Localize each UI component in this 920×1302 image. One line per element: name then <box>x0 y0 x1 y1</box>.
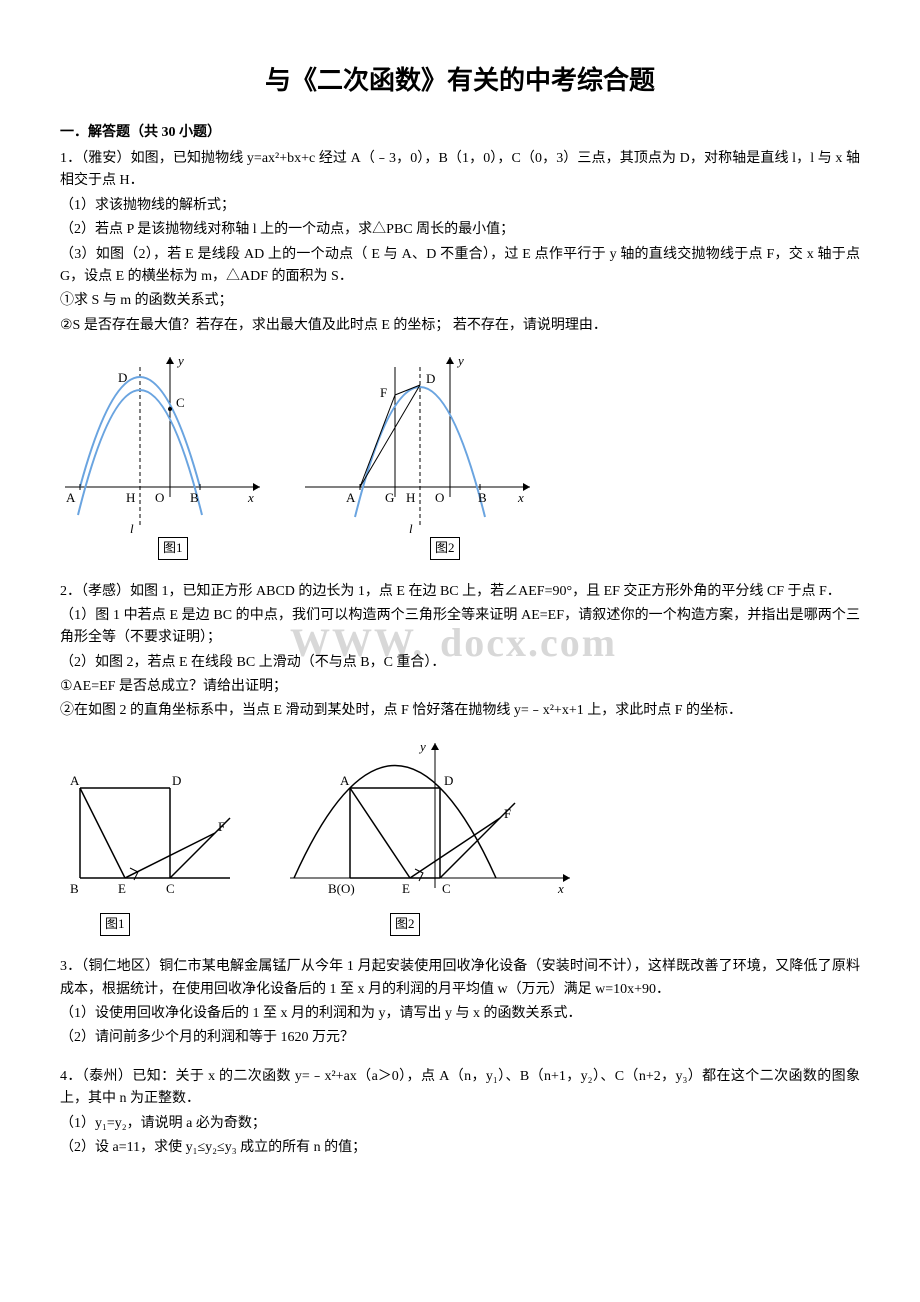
q2f1-F: F <box>218 819 225 834</box>
q2f2-D: D <box>444 773 453 788</box>
q1f2-y: y <box>456 353 464 368</box>
q2f2-caption: 图2 <box>390 913 420 936</box>
q1f1-B: B <box>190 490 199 505</box>
q1f2-x: x <box>517 490 524 505</box>
q4-part1: （1）y₁=y₂，请说明 a 必为奇数； <box>60 1113 860 1135</box>
section-header: 一．解答题（共 30 小题） <box>60 122 860 144</box>
q2-part4: ②在如图 2 的直角坐标系中，当点 E 滑动到某处时，点 F 恰好落在抛物线 y… <box>60 700 860 722</box>
q1-figure2: A G H O B x y D F l 图2 <box>300 347 540 560</box>
q2f2-x: x <box>557 881 564 896</box>
q2f1-C: C <box>166 881 175 896</box>
q4-part2: （2）设 a=11，求使 y₁≤y₂≤y₃ 成立的所有 n 的值； <box>60 1137 860 1159</box>
q1-part3: （3）如图（2），若 E 是线段 AD 上的一个动点（ E 与 A、D 不重合）… <box>60 244 860 289</box>
q1f2-A: A <box>346 490 356 505</box>
q1f1-C: C <box>176 395 185 410</box>
q2-part3: ①AE=EF 是否总成立？请给出证明； <box>60 676 860 698</box>
q1f1-l: l <box>130 521 134 536</box>
q1-figure1: A H O B x y C D l 图1 <box>60 347 270 560</box>
q1f1-H: H <box>126 490 135 505</box>
q1-lead: 1．（雅安）如图，已知抛物线 y=ax²+bx+c 经过 A（﹣3，0），B（1… <box>60 148 860 193</box>
q1-part4: ①求 S 与 m 的函数关系式； <box>60 290 860 312</box>
q1-part1: （1）求该抛物线的解析式； <box>60 195 860 217</box>
q2f2-BO: B(O) <box>328 881 355 896</box>
q2f2-y: y <box>418 739 426 754</box>
q1f2-O: O <box>435 490 444 505</box>
page-title: 与《二次函数》有关的中考综合题 <box>60 60 860 102</box>
q2-figure2: A D B(O) C E F x y 图2 <box>280 733 580 936</box>
q1f1-x: x <box>247 490 254 505</box>
q2-part1: （1）图 1 中若点 E 是边 BC 的中点，我们可以构造两个三角形全等来证明 … <box>60 605 860 650</box>
q2f1-D: D <box>172 773 181 788</box>
q1-part2: （2）若点 P 是该抛物线对称轴 l 上的一个动点，求△PBC 周长的最小值； <box>60 219 860 241</box>
q1-figures: A H O B x y C D l 图1 <box>60 347 860 560</box>
q3-part2: （2）请问前多少个月的利润和等于 1620 万元？ <box>60 1027 860 1049</box>
q1f1-A: A <box>66 490 76 505</box>
q2f1-B: B <box>70 881 79 896</box>
q2f2-A: A <box>340 773 350 788</box>
q4-lead: 4．（泰州）已知：关于 x 的二次函数 y=﹣x²+ax（a＞0），点 A（n，… <box>60 1066 860 1111</box>
q2f1-E: E <box>118 881 126 896</box>
q1f2-H: H <box>406 490 415 505</box>
q3-part1: （1）设使用回收净化设备后的 1 至 x 月的利润和为 y，请写出 y 与 x … <box>60 1003 860 1025</box>
q2f1-A: A <box>70 773 80 788</box>
q1-part5: ②S 是否存在最大值？若存在，求出最大值及此时点 E 的坐标； 若不存在，请说明… <box>60 315 860 337</box>
q1f2-D: D <box>426 371 435 386</box>
q1f1-caption: 图1 <box>158 537 188 560</box>
q3-lead: 3．（铜仁地区）铜仁市某电解金属锰厂从今年 1 月起安装使用回收净化设备（安装时… <box>60 956 860 1001</box>
q1f2-caption: 图2 <box>430 537 460 560</box>
q1f2-B: B <box>478 490 487 505</box>
q2f2-E: E <box>402 881 410 896</box>
q2f2-C: C <box>442 881 451 896</box>
q2f2-F: F <box>504 806 511 821</box>
q2-lead: 2．（孝感）如图 1，已知正方形 ABCD 的边长为 1，点 E 在边 BC 上… <box>60 581 860 603</box>
q2f1-caption: 图1 <box>100 913 130 936</box>
q2-figure1: A D B C E F 图1 <box>60 763 250 936</box>
q1f2-F: F <box>380 385 387 400</box>
q2-part2: （2）如图 2，若点 E 在线段 BC 上滑动（不与点 B，C 重合）． <box>60 652 860 674</box>
q1f2-l: l <box>409 521 413 536</box>
q1f1-D: D <box>118 370 127 385</box>
q1f2-G: G <box>385 490 394 505</box>
q2-figures: A D B C E F 图1 <box>60 733 860 936</box>
q1f1-y: y <box>176 353 184 368</box>
q1f1-O: O <box>155 490 164 505</box>
